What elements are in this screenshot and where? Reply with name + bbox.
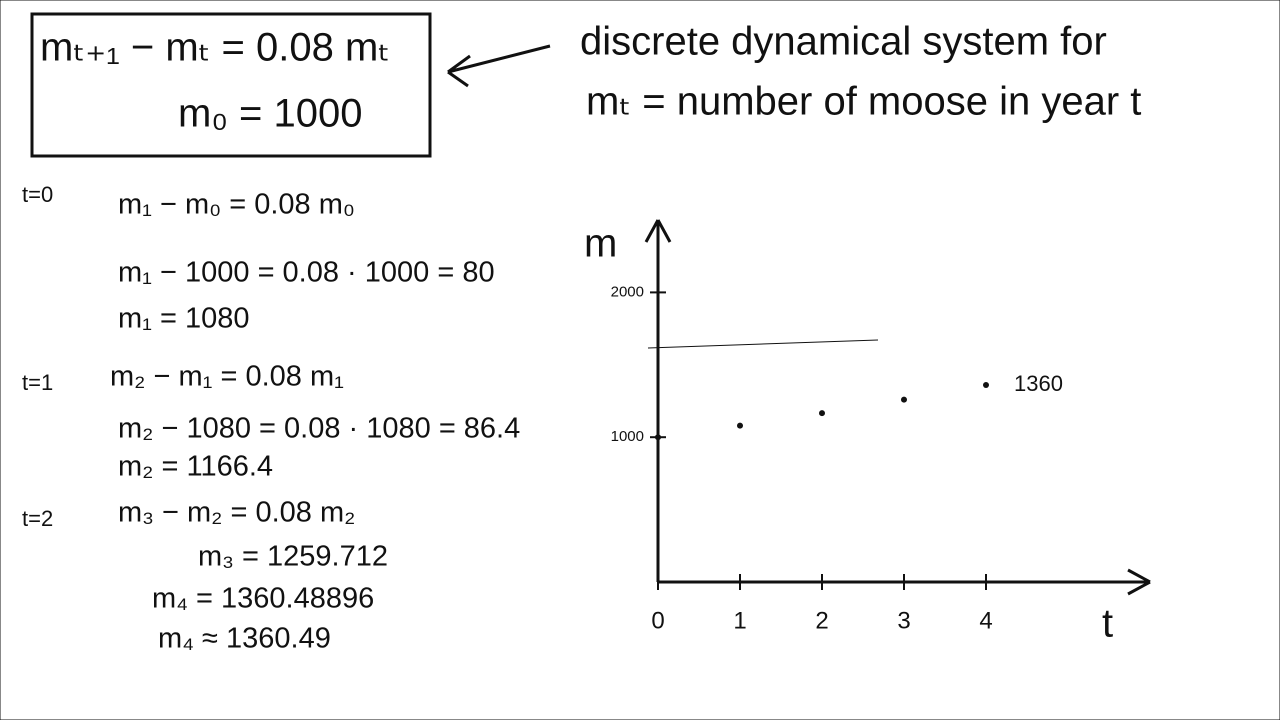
x-tick-label: 3: [897, 607, 910, 634]
equation-box: [30, 12, 432, 158]
y-axis-label: m: [584, 222, 617, 266]
box-initial: m₀ = 1000: [178, 92, 363, 136]
step-line: m₁ − 1000 = 0.08 · 1000 = 80: [118, 257, 495, 289]
step-line: m₂ − 1080 = 0.08 · 1080 = 86.4: [118, 413, 520, 445]
step-line: m₂ − m₁ = 0.08 m₁: [110, 361, 344, 393]
step-line: m₁ − m₀ = 0.08 m₀: [118, 189, 355, 221]
step-line: m₂ = 1166.4: [118, 451, 273, 483]
y-tick-label: 2000: [611, 283, 644, 300]
y-axis: [644, 219, 672, 582]
x-tick-label: 4: [979, 607, 992, 634]
step-label: t=0: [22, 182, 53, 207]
arrow: [447, 44, 551, 88]
annotation-line: discrete dynamical system for: [580, 20, 1107, 64]
data-point: [655, 434, 661, 441]
step-label: t=1: [22, 370, 53, 395]
x-tick-label: 1: [733, 607, 746, 634]
step-line: m₃ = 1259.712: [198, 541, 388, 573]
step-line: m₃ − m₂ = 0.08 m₂: [118, 497, 355, 529]
step-line: m₄ = 1360.48896: [152, 583, 374, 615]
box-equation: mₜ₊₁ − mₜ = 0.08 mₜ: [40, 26, 390, 70]
step-label: t=2: [22, 506, 53, 531]
data-point: [901, 396, 907, 403]
data-point: [819, 410, 825, 417]
stray-line: [647, 339, 879, 349]
step-line: m₄ ≈ 1360.49: [158, 623, 331, 655]
annotation-line: mₜ = number of moose in year t: [586, 80, 1141, 124]
point-note: 1360: [1014, 371, 1063, 396]
y-tick-label: 1000: [611, 428, 644, 445]
x-axis-label: t: [1102, 602, 1113, 646]
x-tick-label: 0: [651, 607, 664, 634]
step-line: m₁ = 1080: [118, 303, 250, 335]
data-point: [983, 382, 989, 389]
data-point: [737, 422, 743, 429]
x-tick-label: 2: [815, 607, 828, 634]
